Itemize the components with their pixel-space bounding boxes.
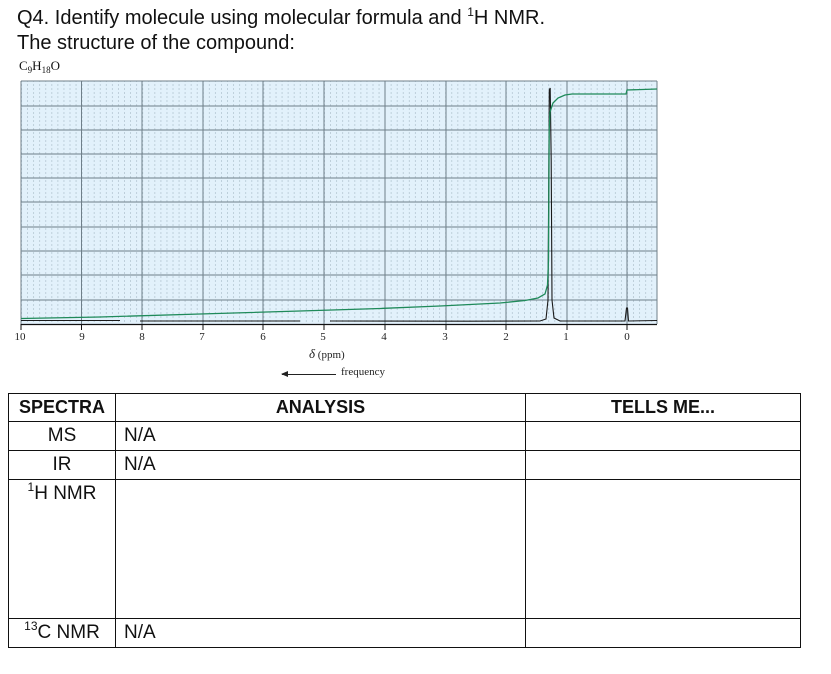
formula-o: O	[50, 58, 60, 73]
spectrum-trace	[21, 87, 658, 322]
formula-h-count: 18	[41, 65, 51, 75]
title-text: Q4. Identify molecule using molecular fo…	[17, 7, 468, 29]
row-ms-analysis[interactable]: N/A	[115, 421, 526, 451]
isotope-superscript: 13	[24, 619, 38, 633]
table-header-row: SPECTRA ANALYSIS TELLS ME...	[8, 393, 801, 422]
x-tick-label: 6	[260, 331, 266, 343]
title-superscript: 1	[467, 5, 474, 19]
delta-symbol: δ	[309, 346, 316, 361]
x-tick-label: 1	[563, 331, 569, 343]
spectra-label: H NMR	[34, 483, 97, 504]
x-tick-label: 0	[624, 331, 630, 343]
x-axis-label: δ (ppm)	[309, 346, 345, 362]
row-ir-analysis[interactable]: N/A	[115, 450, 526, 480]
row-ir-tells-me[interactable]	[525, 450, 801, 480]
header-spectra: SPECTRA	[8, 393, 116, 422]
table-row: 13C NMR N/A	[8, 618, 801, 648]
x-tick-label: 4	[381, 331, 387, 343]
header-analysis: ANALYSIS	[115, 393, 526, 422]
x-tick-label: 7	[199, 331, 205, 343]
formula-h: H	[32, 58, 42, 73]
x-tick-label: 3	[442, 331, 448, 343]
question-title: Q4. Identify molecule using molecular fo…	[17, 6, 545, 30]
left-arrow-icon	[281, 371, 336, 377]
analysis-table: SPECTRA ANALYSIS TELLS ME... MS N/A IR N…	[8, 393, 801, 648]
x-tick-label: 5	[320, 331, 326, 343]
x-tick-label: 8	[139, 331, 145, 343]
molecular-formula: C9H18O	[19, 58, 60, 78]
frequency-label: frequency	[341, 366, 385, 378]
row-13c-nmr-tells-me[interactable]	[525, 618, 801, 648]
table-row: 1H NMR	[8, 479, 801, 619]
question-subtitle: The structure of the compound:	[17, 32, 295, 54]
header-tells-me: TELLS ME...	[525, 393, 801, 422]
row-ir-spectra: IR	[8, 450, 116, 480]
row-1h-nmr-spectra: 1H NMR	[8, 479, 116, 619]
table-row: IR N/A	[8, 450, 801, 480]
row-1h-nmr-tells-me[interactable]	[525, 479, 801, 619]
row-1h-nmr-analysis[interactable]	[115, 479, 526, 619]
spectra-label: C NMR	[37, 622, 100, 643]
nmr-spectrum-chart	[20, 80, 658, 330]
table-row: MS N/A	[8, 421, 801, 451]
x-tick-label: 2	[503, 331, 509, 343]
x-axis-ticks	[20, 324, 628, 330]
formula-c-count: 9	[27, 65, 33, 75]
isotope-superscript: 1	[27, 480, 35, 494]
row-ms-tells-me[interactable]	[525, 421, 801, 451]
ppm-unit: (ppm)	[317, 349, 345, 361]
row-ms-spectra: MS	[8, 421, 116, 451]
integral-trace	[20, 88, 658, 320]
x-tick-label: 10	[14, 331, 26, 343]
title-suffix: H NMR.	[473, 7, 546, 29]
formula-c: C	[19, 58, 28, 73]
row-13c-nmr-spectra: 13C NMR	[8, 618, 116, 648]
x-tick-label: 9	[79, 331, 85, 343]
row-13c-nmr-analysis[interactable]: N/A	[115, 618, 526, 648]
